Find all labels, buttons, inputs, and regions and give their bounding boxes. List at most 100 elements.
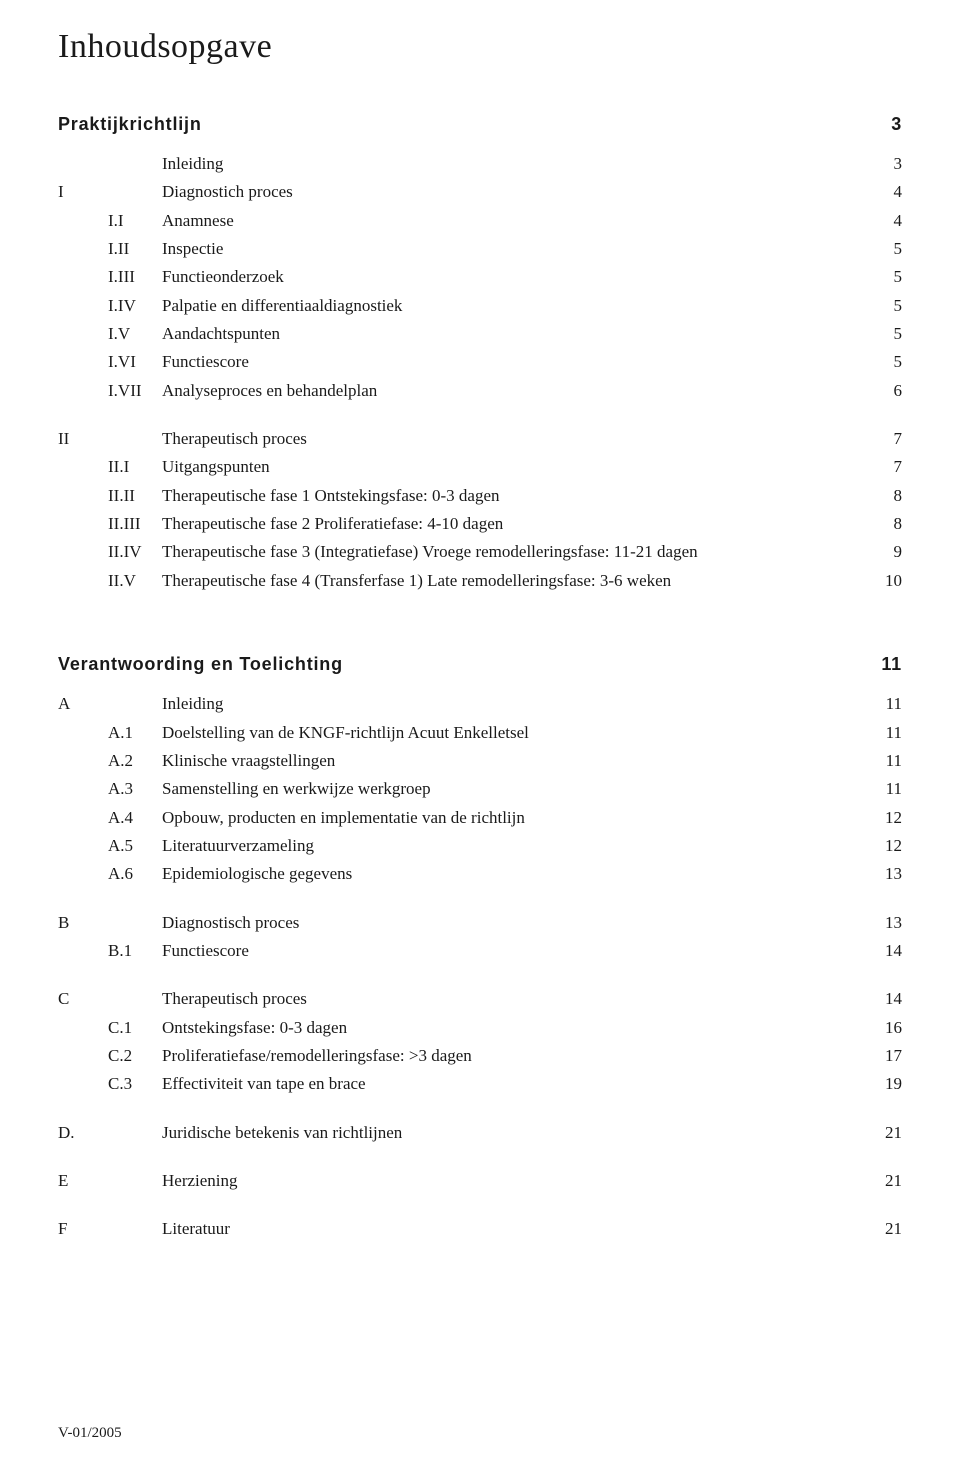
toc-row: BDiagnostisch proces13 [58,910,902,936]
toc-row-subsection: I.I [108,208,162,234]
toc-gap [58,1100,902,1120]
toc-row-page: 21 [862,1216,902,1242]
toc-row-chapter: B [58,910,108,936]
toc-row: C.2Proliferatiefase/remodelleringsfase: … [58,1043,902,1069]
toc-row-page: 12 [862,833,902,859]
toc-row-label: Therapeutische fase 1 Ontstekingsfase: 0… [162,483,862,509]
toc-row-label: Samenstelling en werkwijze werkgroep [162,776,862,802]
toc-row-page: 5 [862,321,902,347]
toc-row-page: 16 [862,1015,902,1041]
toc-row-label: Doelstelling van de KNGF-richtlijn Acuut… [162,720,862,746]
toc-row: I.IIIFunctieonderzoek5 [58,264,902,290]
toc-row: I.VIIAnalyseproces en behandelplan6 [58,378,902,404]
toc-row-subsection: A.3 [108,776,162,802]
toc-row-page: 5 [862,349,902,375]
toc-row-page: 21 [862,1168,902,1194]
toc-gap [58,890,902,910]
toc-row: II.IUitgangspunten7 [58,454,902,480]
toc-row-subsection: A.1 [108,720,162,746]
page: Inhoudsopgave Praktijkrichtlijn3Inleidin… [0,0,960,1472]
toc-row-chapter: I [58,179,108,205]
toc-row-subsection: C.1 [108,1015,162,1041]
toc-row-label: Uitgangspunten [162,454,862,480]
toc-section-head: Verantwoording en Toelichting11 [58,654,902,675]
toc-row-label: Klinische vraagstellingen [162,748,862,774]
toc-row-page: 5 [862,293,902,319]
toc-row-subsection: I.V [108,321,162,347]
toc-row: IDiagnostich proces4 [58,179,902,205]
toc-row-subsection: II.V [108,568,162,594]
toc-row: A.4Opbouw, producten en implementatie va… [58,805,902,831]
toc-row-page: 11 [862,720,902,746]
toc-row-chapter: C [58,986,108,1012]
toc-row-label: Juridische betekenis van richtlijnen [162,1120,862,1146]
toc-row-page: 4 [862,179,902,205]
toc-section-head-page: 11 [881,654,902,675]
toc-row-label: Palpatie en differentiaaldiagnostiek [162,293,862,319]
toc-row-page: 12 [862,805,902,831]
toc-row-page: 14 [862,986,902,1012]
toc-row-page: 13 [862,910,902,936]
toc-row: II.VTherapeutische fase 4 (Transferfase … [58,568,902,594]
toc-row-subsection: A.2 [108,748,162,774]
toc-row-page: 6 [862,378,902,404]
toc-row: AInleiding11 [58,691,902,717]
version-footer: V-01/2005 [58,1425,122,1442]
toc-row-page: 4 [862,208,902,234]
toc-row-subsection: II.IV [108,539,162,565]
toc-row-label: Proliferatiefase/remodelleringsfase: >3 … [162,1043,862,1069]
toc-row-subsection: I.IV [108,293,162,319]
toc-row-page: 7 [862,426,902,452]
toc-row-subsection: I.II [108,236,162,262]
toc-row-page: 21 [862,1120,902,1146]
toc-row: I.VIFunctiescore5 [58,349,902,375]
toc-row-subsection: B.1 [108,938,162,964]
toc-row: I.IIInspectie5 [58,236,902,262]
toc-row-page: 14 [862,938,902,964]
toc-gap [58,1196,902,1216]
toc-row-label: Anamnese [162,208,862,234]
toc-row-label: Inspectie [162,236,862,262]
toc-row-label: Therapeutisch proces [162,986,862,1012]
toc-row-subsection: C.3 [108,1071,162,1097]
toc-row-label: Therapeutisch proces [162,426,862,452]
toc-row-page: 17 [862,1043,902,1069]
toc-row-chapter: A [58,691,108,717]
toc-row: II Therapeutisch proces7 [58,426,902,452]
toc-row-subsection: I.III [108,264,162,290]
toc-row-subsection: A.6 [108,861,162,887]
toc-row-label: Literatuurverzameling [162,833,862,859]
toc-row-page: 13 [862,861,902,887]
toc-row-label: Inleiding [162,151,862,177]
toc-row-page: 7 [862,454,902,480]
toc-row-label: Effectiviteit van tape en brace [162,1071,862,1097]
toc-gap [58,966,902,986]
toc-row: C.1Ontstekingsfase: 0-3 dagen16 [58,1015,902,1041]
toc-row-label: Opbouw, producten en implementatie van d… [162,805,862,831]
toc-row-subsection: A.4 [108,805,162,831]
toc-row: I.VAandachtspunten5 [58,321,902,347]
toc-row: II.IITherapeutische fase 1 Ontstekingsfa… [58,483,902,509]
toc-row-label: Analyseproces en behandelplan [162,378,862,404]
toc-row-page: 19 [862,1071,902,1097]
toc-row: A.1Doelstelling van de KNGF-richtlijn Ac… [58,720,902,746]
toc-row: A.6Epidemiologische gegevens13 [58,861,902,887]
toc-row-label: Therapeutische fase 4 (Transferfase 1) L… [162,568,862,594]
toc-row-label: Epidemiologische gegevens [162,861,862,887]
toc-row-chapter: E [58,1168,108,1194]
toc-row-chapter: II [58,426,108,452]
toc-row: II.IIITherapeutische fase 2 Proliferatie… [58,511,902,537]
toc-row-page: 10 [862,568,902,594]
toc-row-label: Therapeutische fase 3 (Integratiefase) V… [162,539,862,565]
toc-row-label: Ontstekingsfase: 0-3 dagen [162,1015,862,1041]
table-of-contents: Praktijkrichtlijn3 Inleiding 3 IDiagnostich… [58,114,902,1243]
toc-row: A.5Literatuurverzameling12 [58,833,902,859]
toc-row: C Therapeutisch proces14 [58,986,902,1012]
toc-row-label: Literatuur [162,1216,862,1242]
toc-section-head: Praktijkrichtlijn3 [58,114,902,135]
toc-row-subsection: II.I [108,454,162,480]
toc-row: EHerziening21 [58,1168,902,1194]
toc-row-subsection: C.2 [108,1043,162,1069]
toc-row: D.Juridische betekenis van richtlijnen21 [58,1120,902,1146]
toc-section-head-page: 3 [891,114,902,135]
